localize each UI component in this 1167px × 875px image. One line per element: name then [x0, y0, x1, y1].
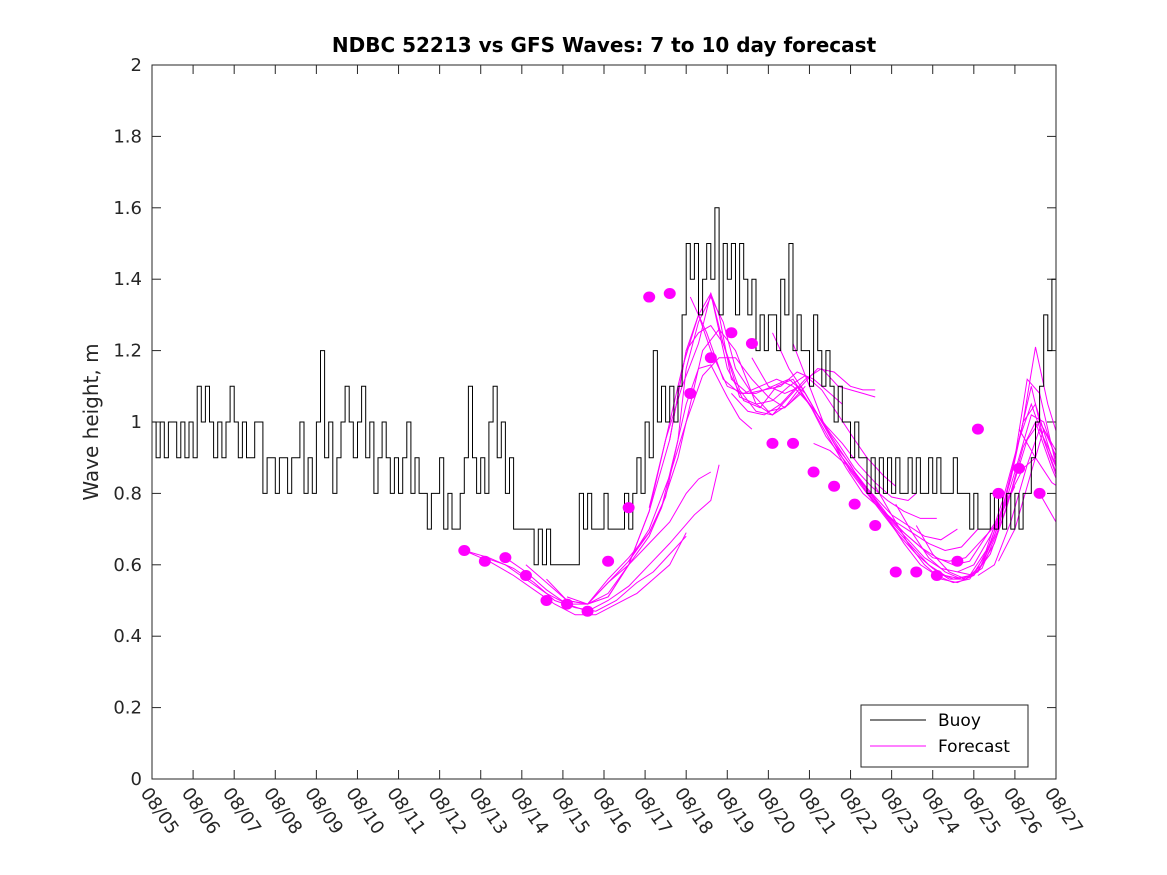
forecast-marker: [540, 595, 553, 606]
forecast-marker: [766, 437, 779, 449]
forecast-marker: [478, 555, 491, 567]
y-tick-label: 1.6: [113, 198, 142, 219]
forecast-run-line: [957, 420, 1056, 577]
buoy-line: [152, 207, 1056, 566]
y-tick-label: 1: [131, 412, 142, 433]
chart-title: NDBC 52213 vs GFS Waves: 7 to 10 day for…: [332, 33, 877, 57]
y-tick-label: 1.8: [113, 126, 142, 147]
forecast-marker: [910, 566, 923, 578]
y-tick-label: 0.8: [113, 483, 142, 504]
y-axis-tick-labels: 0 0.2 0.4 0.6 0.8 1 1.2 1.4 1.6 1.8 2: [113, 55, 142, 790]
legend-buoy-label: Buoy: [938, 711, 981, 731]
y-tick-label: 0: [131, 769, 142, 790]
forecast-marker: [725, 327, 738, 339]
forecast-run-line: [731, 385, 979, 552]
legend-forecast-label: Forecast: [938, 737, 1010, 757]
forecast-marker: [848, 498, 861, 510]
forecast-marker: [992, 487, 1005, 499]
forecast-marker: [1033, 487, 1046, 499]
forecast-marker: [684, 387, 697, 399]
forecast-marker: [519, 570, 532, 582]
forecast-run-line: [998, 427, 1056, 562]
forecast-run-line: [915, 414, 1056, 580]
legend: Buoy Forecast: [860, 704, 1029, 768]
plot-area: [152, 65, 1056, 779]
forecast-run-line: [505, 471, 712, 605]
y-axis-label: Wave height, m: [79, 343, 103, 500]
forecast-marker: [499, 552, 512, 564]
forecast-marker: [930, 570, 943, 582]
y-tick-label: 0.6: [113, 555, 142, 576]
forecast-run-line: [546, 328, 806, 605]
forecast-marker: [561, 598, 574, 610]
forecast-marker: [828, 480, 841, 492]
y-tick-label: 0.2: [113, 698, 142, 719]
forecast-markers: [458, 287, 1046, 617]
forecast-marker: [1013, 462, 1026, 474]
forecast-marker: [971, 423, 984, 435]
forecast-marker: [951, 555, 964, 567]
forecast-marker: [458, 545, 471, 557]
forecast-marker: [622, 502, 635, 514]
forecast-run-line: [936, 402, 1056, 580]
forecast-marker: [745, 337, 758, 349]
forecast-marker: [869, 520, 882, 532]
y-tick-label: 2: [131, 55, 142, 76]
forecast-run-line: [669, 313, 917, 502]
forecast-run-line: [772, 332, 1016, 566]
forecast-marker: [581, 605, 594, 617]
buoy-series: [152, 207, 1056, 566]
y-tick-label: 1.4: [113, 269, 142, 290]
forecast-marker: [663, 287, 676, 299]
y-tick-label: 0.4: [113, 626, 142, 647]
forecast-marker: [889, 566, 902, 578]
forecast-run-line: [1018, 428, 1056, 486]
y-tick-label: 1.2: [113, 341, 142, 362]
forecast-run-line: [628, 357, 876, 562]
forecast-marker: [602, 555, 615, 567]
legend-box: [860, 704, 1029, 768]
plot-frame: [151, 64, 1057, 780]
forecast-run-line: [895, 402, 1056, 580]
forecast-marker: [643, 291, 656, 303]
axis-ticks: [151, 64, 1057, 780]
forecast-marker: [704, 352, 717, 364]
forecast-marker: [787, 437, 800, 449]
forecast-marker: [807, 466, 820, 478]
